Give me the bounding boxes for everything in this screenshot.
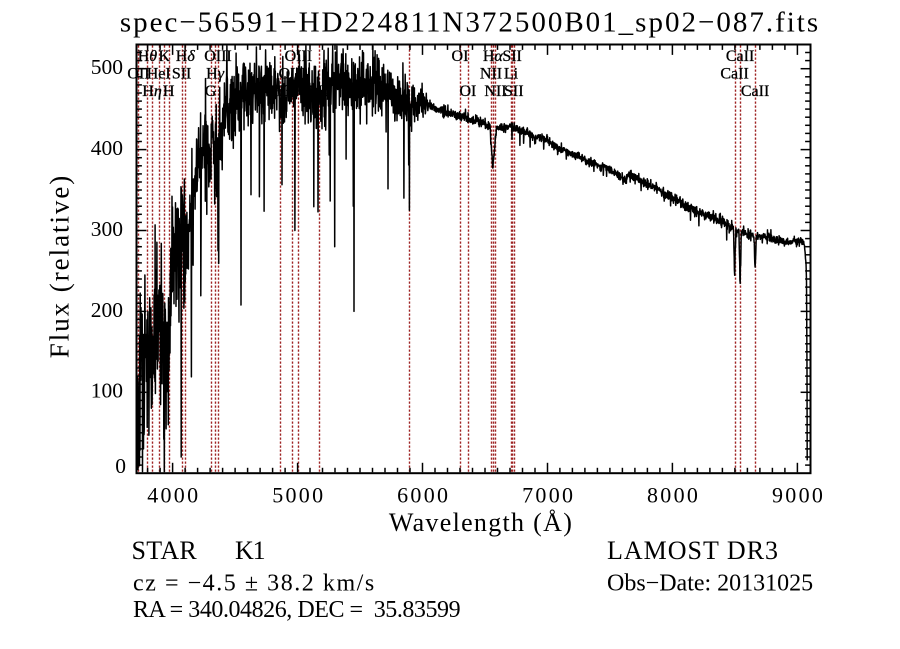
svg-text:G: G: [205, 83, 217, 100]
svg-text:NII: NII: [480, 66, 502, 83]
svg-text:HeI: HeI: [147, 66, 171, 83]
svg-text:300: 300: [91, 217, 123, 241]
svg-text:OI: OI: [459, 83, 476, 100]
svg-text:OI: OI: [452, 48, 469, 65]
svg-text:4000: 4000: [147, 483, 200, 508]
svg-text:SII: SII: [172, 66, 192, 83]
svg-text:LAMOST DR3: LAMOST DR3: [607, 536, 779, 565]
svg-text:K: K: [159, 48, 171, 65]
svg-text:Obs−Date: 20131025: Obs−Date: 20131025: [607, 571, 813, 597]
svg-text:Wavelength (Å): Wavelength (Å): [389, 508, 573, 537]
svg-text:100: 100: [91, 379, 123, 403]
svg-text:500: 500: [91, 55, 123, 79]
svg-text:Hα: Hα: [483, 48, 504, 65]
svg-text:CaII: CaII: [741, 83, 769, 100]
svg-text:CaII: CaII: [720, 66, 748, 83]
svg-text:7000: 7000: [522, 483, 575, 508]
svg-text:OIII: OIII: [204, 48, 232, 65]
svg-text:Flux (relative): Flux (relative): [45, 174, 75, 358]
svg-text:OIII: OIII: [285, 48, 313, 65]
svg-text:RA = 340.04826, DEC = 35.8359: RA = 340.04826, DEC = 35.83599: [133, 597, 461, 623]
svg-text:Hγ: Hγ: [206, 66, 225, 83]
svg-text:Hδ: Hδ: [176, 48, 196, 65]
svg-text:8000: 8000: [647, 483, 700, 508]
svg-text:NII: NII: [484, 83, 506, 100]
svg-text:0: 0: [115, 454, 126, 478]
svg-text:K1: K1: [235, 536, 265, 565]
svg-text:Hη: Hη: [142, 83, 162, 100]
svg-text:Li: Li: [504, 66, 519, 83]
svg-text:H: H: [163, 83, 175, 100]
svg-text:6000: 6000: [397, 483, 450, 508]
svg-text:cz = −4.5 ± 38.2 km/s: cz = −4.5 ± 38.2 km/s: [133, 571, 376, 597]
svg-text:5000: 5000: [272, 483, 325, 508]
svg-text:spec−56591−HD224811N372500B01_: spec−56591−HD224811N372500B01_sp02−087.f…: [120, 7, 820, 39]
svg-text:200: 200: [91, 298, 123, 322]
svg-text:CaII: CaII: [726, 48, 754, 65]
svg-text:SII: SII: [502, 48, 522, 65]
svg-text:9000: 9000: [772, 483, 825, 508]
svg-text:Hθ: Hθ: [138, 48, 158, 65]
svg-text:SII: SII: [504, 83, 524, 100]
svg-text:400: 400: [91, 136, 123, 160]
svg-text:OII: OII: [127, 66, 149, 83]
svg-text:STAR: STAR: [132, 536, 198, 565]
